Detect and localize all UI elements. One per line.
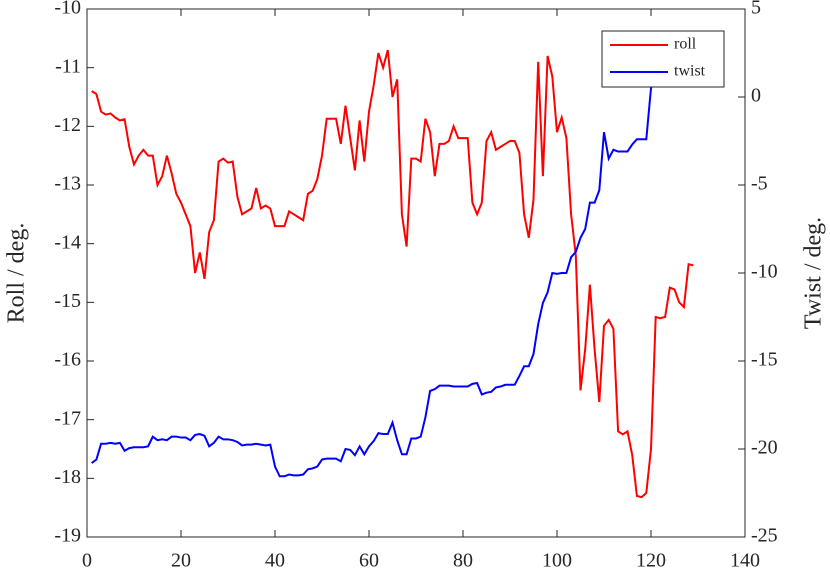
y-tick-label: -12 [54,114,81,136]
y-tick-label: -10 [54,0,81,19]
y-axis-label: Roll / deg. [4,223,30,324]
x-tick-label: 80 [453,550,473,572]
y-tick-label: -13 [54,173,81,195]
x-tick-label: 140 [730,550,760,572]
y-tick-label: -11 [55,55,81,77]
x-tick-label: 120 [636,550,666,572]
y2-axis-label: Twist / deg. [801,217,827,329]
y-tick-label: -18 [54,466,81,488]
legend-label: roll [674,36,697,53]
y-tick-label: -15 [54,290,81,312]
series-line [91,70,657,478]
y2-tick-label: -20 [751,437,778,459]
x-tick-label: 40 [265,550,285,572]
y-tick-label: -16 [54,349,81,371]
y2-tick-label: -15 [751,349,778,371]
y2-tick-label: -25 [751,525,778,547]
y2-tick-label: -5 [751,173,768,195]
y-tick-label: -17 [54,407,81,429]
y2-tick-label: -10 [751,261,778,283]
legend-box [601,30,725,88]
plot-frame [86,8,746,538]
series-line [91,49,694,499]
x-tick-label: 60 [359,550,379,572]
legend-label: twist [674,63,706,80]
y-tick-label: -19 [54,525,81,547]
y-tick-label: -14 [54,231,81,253]
y2-tick-label: 5 [751,0,761,19]
x-tick-label: 20 [171,550,191,572]
y2-tick-label: 0 [751,85,761,107]
x-tick-label: 0 [82,550,92,572]
x-tick-label: 100 [542,550,572,572]
